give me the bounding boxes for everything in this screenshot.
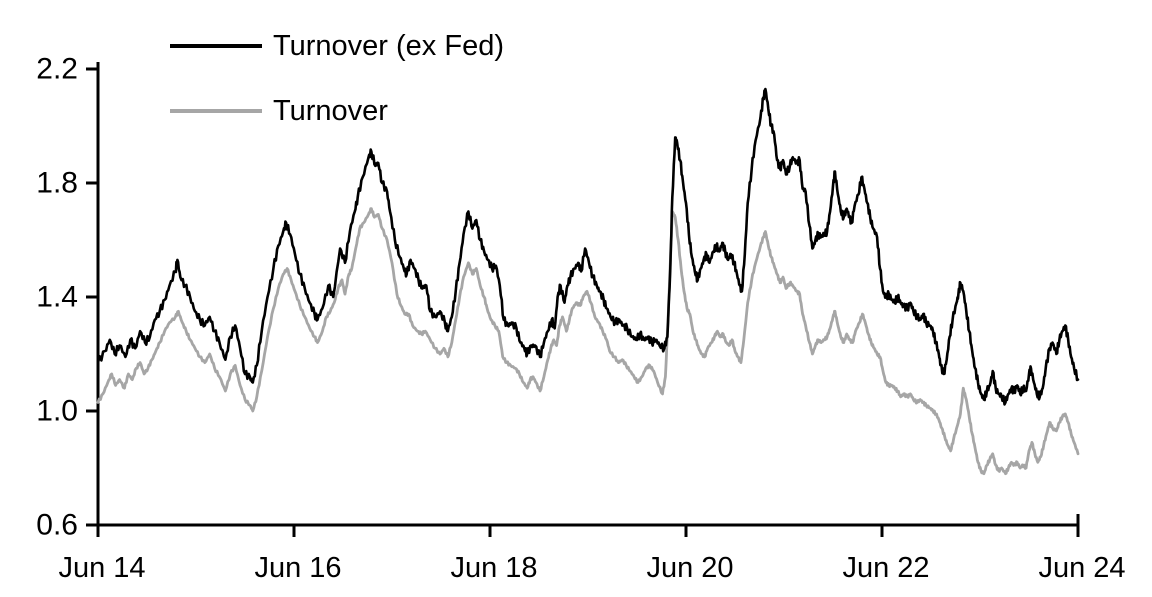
series-lines bbox=[96, 87, 1080, 476]
legend-label-turnover-ex-fed: Turnover (ex Fed) bbox=[273, 30, 504, 62]
x-tick-label: Jun 20 bbox=[646, 552, 733, 584]
x-tick-label: Jun 18 bbox=[450, 552, 537, 584]
series-line-turnover bbox=[96, 207, 1080, 476]
x-tick-label: Jun 16 bbox=[254, 552, 341, 584]
x-tick-label: Jun 14 bbox=[58, 552, 145, 584]
y-tick-label: 1.0 bbox=[36, 395, 78, 428]
legend-label-turnover: Turnover bbox=[273, 95, 388, 127]
y-tick-label: 1.8 bbox=[36, 167, 78, 200]
legend-line-gray-icon bbox=[170, 109, 262, 113]
x-tick-label: Jun 22 bbox=[842, 552, 929, 584]
y-tick-label: 1.4 bbox=[36, 281, 78, 314]
axes: 0.6 1.0 1.4 1.8 2.2 Jun 14 Jun 16 Jun 18 Jun 20 J… bbox=[36, 53, 1125, 585]
y-tick-label: 0.6 bbox=[36, 509, 78, 542]
legend-item-turnover-ex-fed: Turnover (ex Fed) bbox=[170, 29, 504, 63]
y-tick-label: 2.2 bbox=[36, 53, 78, 86]
x-tick-label: Jun 24 bbox=[1038, 552, 1125, 584]
legend-item-turnover: Turnover bbox=[170, 94, 388, 128]
series-line-turnover-ex-fed bbox=[96, 87, 1080, 406]
legend-line-black-icon bbox=[170, 44, 262, 48]
